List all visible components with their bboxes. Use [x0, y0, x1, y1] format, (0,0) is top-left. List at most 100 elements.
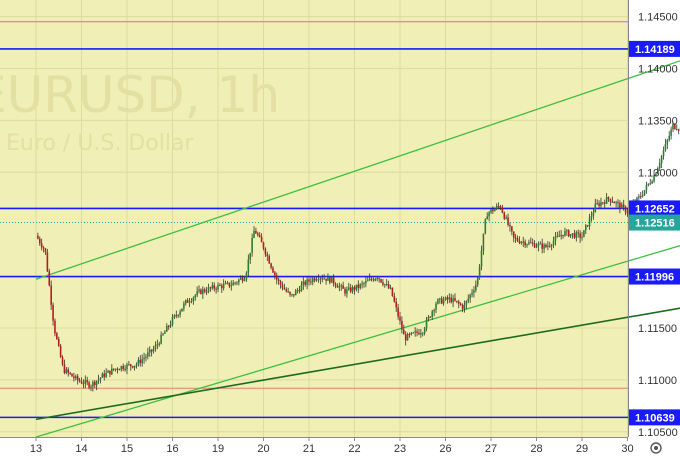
candle-body: [531, 242, 534, 244]
candle-body: [249, 252, 252, 260]
candle-body: [429, 316, 432, 318]
settings-gear-icon[interactable]: [650, 442, 662, 454]
candle-body: [588, 217, 591, 227]
candle-body: [56, 333, 58, 340]
candle-body: [471, 292, 473, 295]
price-level-badge: [629, 268, 680, 285]
plot-area: [0, 0, 628, 437]
candle-body: [160, 334, 162, 344]
candle-body: [287, 291, 289, 293]
candle-body: [501, 208, 504, 213]
time-tick-label: 21: [303, 443, 315, 455]
candle-body: [291, 294, 293, 296]
candle-body: [480, 250, 483, 267]
candle-body: [399, 316, 401, 321]
price-tick-label: 1.14500: [638, 12, 678, 24]
candle-body: [448, 297, 451, 300]
candle-body: [583, 230, 585, 238]
candle-body: [116, 368, 119, 370]
candle-body: [101, 373, 104, 378]
price-level-badge-label: 1.11996: [635, 272, 674, 284]
candle-body: [234, 282, 236, 284]
candle-body: [230, 285, 233, 287]
candle-body: [71, 373, 73, 377]
candle-body: [42, 247, 45, 249]
candle-body: [143, 357, 145, 360]
candle-body: [435, 303, 437, 310]
trend-line: [35, 60, 680, 280]
candle-body: [220, 285, 223, 289]
candle-body: [239, 277, 242, 280]
candle-body: [365, 281, 367, 284]
candle-body: [651, 181, 653, 184]
time-tick-label: 23: [394, 443, 406, 455]
candle-body: [639, 196, 642, 198]
candle-body: [325, 278, 327, 281]
candle-body: [571, 233, 574, 235]
candle-body: [285, 289, 288, 292]
candle-body: [50, 285, 52, 305]
candle-body: [332, 277, 335, 284]
candle-body: [675, 128, 678, 130]
price-tick-label: 1.13500: [638, 115, 678, 127]
time-tick-label: 20: [257, 443, 269, 455]
candle-body: [552, 240, 555, 246]
watermark-description: Euro / U.S. Dollar: [6, 131, 194, 156]
candle-body: [84, 380, 87, 384]
candle-body: [219, 284, 221, 286]
candle-body: [315, 279, 318, 281]
candle-body: [674, 123, 676, 129]
candle-body: [658, 163, 661, 169]
candle-body: [46, 252, 49, 272]
candle-body: [236, 282, 238, 284]
candle-body: [624, 206, 627, 213]
candle-body: [40, 243, 43, 248]
candle-body: [241, 277, 244, 281]
price-tick-label: 1.10500: [638, 427, 678, 439]
candle-body: [323, 278, 325, 280]
candle-body: [135, 364, 138, 366]
last-price-badge-label: 1.12516: [635, 218, 675, 230]
candle-body: [649, 183, 652, 185]
candle-body: [596, 203, 598, 205]
candle-body: [437, 299, 439, 304]
candle-body: [310, 281, 312, 283]
grid: [0, 0, 628, 437]
candle-body: [167, 325, 170, 327]
candle-body: [196, 291, 198, 296]
candle-body: [61, 357, 64, 365]
candle-body: [402, 329, 405, 335]
candle-body: [412, 332, 415, 334]
candle-body: [566, 230, 568, 232]
candle-body: [363, 283, 365, 285]
candle-body: [401, 320, 403, 330]
candle-body: [270, 263, 272, 268]
candle-body: [141, 359, 143, 364]
candle-body: [507, 217, 509, 226]
candle-body: [128, 364, 130, 366]
candle-body: [207, 287, 210, 292]
candle-body: [217, 284, 219, 290]
candle-body: [122, 366, 125, 369]
candle-body: [329, 276, 331, 283]
candle-body: [311, 278, 314, 282]
candle-body: [660, 156, 663, 164]
candle-body: [257, 233, 259, 236]
candle-body: [581, 237, 583, 239]
candle-body: [395, 301, 398, 308]
price-axis: 1.14500 1.14000 1.13500 1.13000 1.11500 1.110…: [638, 12, 678, 439]
time-tick-label: 16: [166, 443, 178, 455]
candle-body: [482, 233, 485, 251]
candle-body: [279, 281, 282, 285]
candle-body: [548, 245, 551, 247]
candle-body: [516, 238, 519, 241]
candle-body: [389, 287, 392, 289]
candle-body: [262, 242, 265, 249]
candle-body: [330, 277, 333, 283]
candle-body: [272, 267, 274, 273]
candle-body: [573, 233, 576, 238]
candle-body: [366, 280, 369, 282]
candle-body: [454, 298, 456, 301]
candle-body: [433, 309, 435, 312]
candle-body: [80, 381, 83, 384]
